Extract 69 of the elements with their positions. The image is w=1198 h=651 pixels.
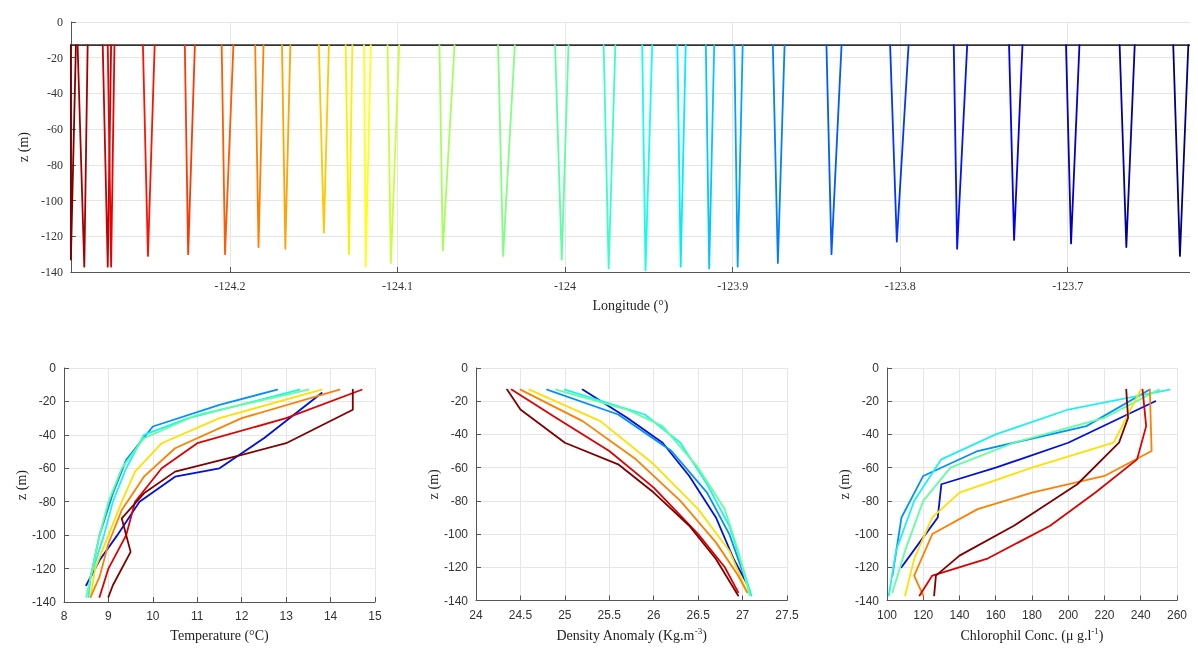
x-tick-label: -123.9 [717, 279, 749, 293]
x-tick-label: -124.1 [382, 279, 414, 293]
y-tick-label: -100 [443, 527, 469, 542]
x-tick-label: 160 [985, 607, 1007, 622]
y-tick-label: -120 [31, 561, 57, 576]
x-tick-label: 25 [558, 607, 572, 622]
y-tick-label: 0 [49, 361, 57, 375]
x-tick-label: 140 [949, 607, 970, 622]
x-tick-label: 27 [735, 607, 750, 622]
x-tick-label: 24 [469, 607, 483, 622]
y-tick-label: -60 [38, 461, 57, 476]
y-tick-label: -140 [443, 593, 469, 608]
y-tick-label: -140 [854, 593, 880, 608]
x-tick-label: -124 [554, 279, 577, 293]
x-tick-label: 15 [368, 609, 382, 623]
y-tick-label: -100 [31, 528, 57, 543]
y-tick-label: -40 [450, 427, 469, 442]
y-tick-label: -20 [38, 394, 57, 409]
y-tick-label: -40 [46, 86, 63, 101]
x-tick-label: 12 [235, 609, 249, 623]
x-tick-label: 14 [323, 609, 338, 623]
y-tick-label: -20 [861, 394, 880, 409]
y-axis-title: z (m) [836, 468, 853, 500]
y-tick-label: -120 [40, 229, 63, 244]
x-axis-title: Longitude (°) [592, 297, 669, 314]
y-tick-label: -100 [854, 527, 880, 542]
x-tick-label: 220 [1094, 607, 1115, 622]
y-tick-label: -140 [31, 595, 57, 609]
x-tick-label: 240 [1130, 607, 1152, 622]
x-tick-label: 9 [105, 609, 113, 623]
y-tick-label: -100 [40, 193, 63, 208]
x-tick-label: 25.5 [597, 607, 622, 622]
x-tick-label: 200 [1058, 607, 1079, 622]
y-tick-label: -20 [450, 394, 469, 409]
y-axis-title: z (m) [425, 468, 442, 500]
x-tick-label: 260 [1166, 607, 1188, 622]
x-tick-label: 26 [647, 607, 661, 622]
x-tick-label: 180 [1021, 607, 1043, 622]
x-axis-title: Temperature (°C) [170, 627, 269, 644]
y-tick-label: -60 [450, 460, 469, 475]
y-tick-label: -60 [46, 122, 63, 137]
y-tick-label: -80 [450, 493, 469, 508]
x-tick-label: 10 [146, 609, 160, 623]
x-tick-label: -124.2 [214, 279, 246, 293]
x-tick-label: 8 [60, 609, 68, 623]
y-tick-label: -60 [861, 460, 880, 475]
y-tick-label: -20 [46, 50, 63, 65]
x-tick-label: -123.7 [1052, 279, 1084, 293]
y-axis-title: z (m) [15, 131, 32, 162]
y-tick-label: -140 [40, 265, 63, 279]
x-tick-label: 27.5 [775, 607, 799, 622]
y-tick-label: -120 [854, 560, 880, 575]
x-tick-label: 24.5 [508, 607, 533, 622]
y-tick-label: -40 [38, 427, 57, 442]
y-tick-label: -80 [861, 493, 880, 508]
x-tick-label: 11 [191, 609, 204, 623]
y-tick-label: -80 [38, 494, 57, 509]
y-axis-title: z (m) [13, 469, 30, 500]
x-tick-label: 100 [876, 607, 898, 622]
x-tick-label: -123.8 [884, 279, 916, 293]
x-tick-label: 13 [279, 609, 294, 623]
y-tick-label: -120 [443, 560, 469, 575]
y-tick-label: -40 [861, 427, 880, 442]
y-tick-label: 0 [872, 361, 880, 375]
x-tick-label: 120 [913, 607, 934, 622]
y-tick-label: 0 [56, 15, 63, 29]
x-tick-label: 26.5 [686, 607, 711, 622]
y-tick-label: 0 [461, 361, 469, 375]
y-tick-label: -80 [46, 157, 63, 172]
